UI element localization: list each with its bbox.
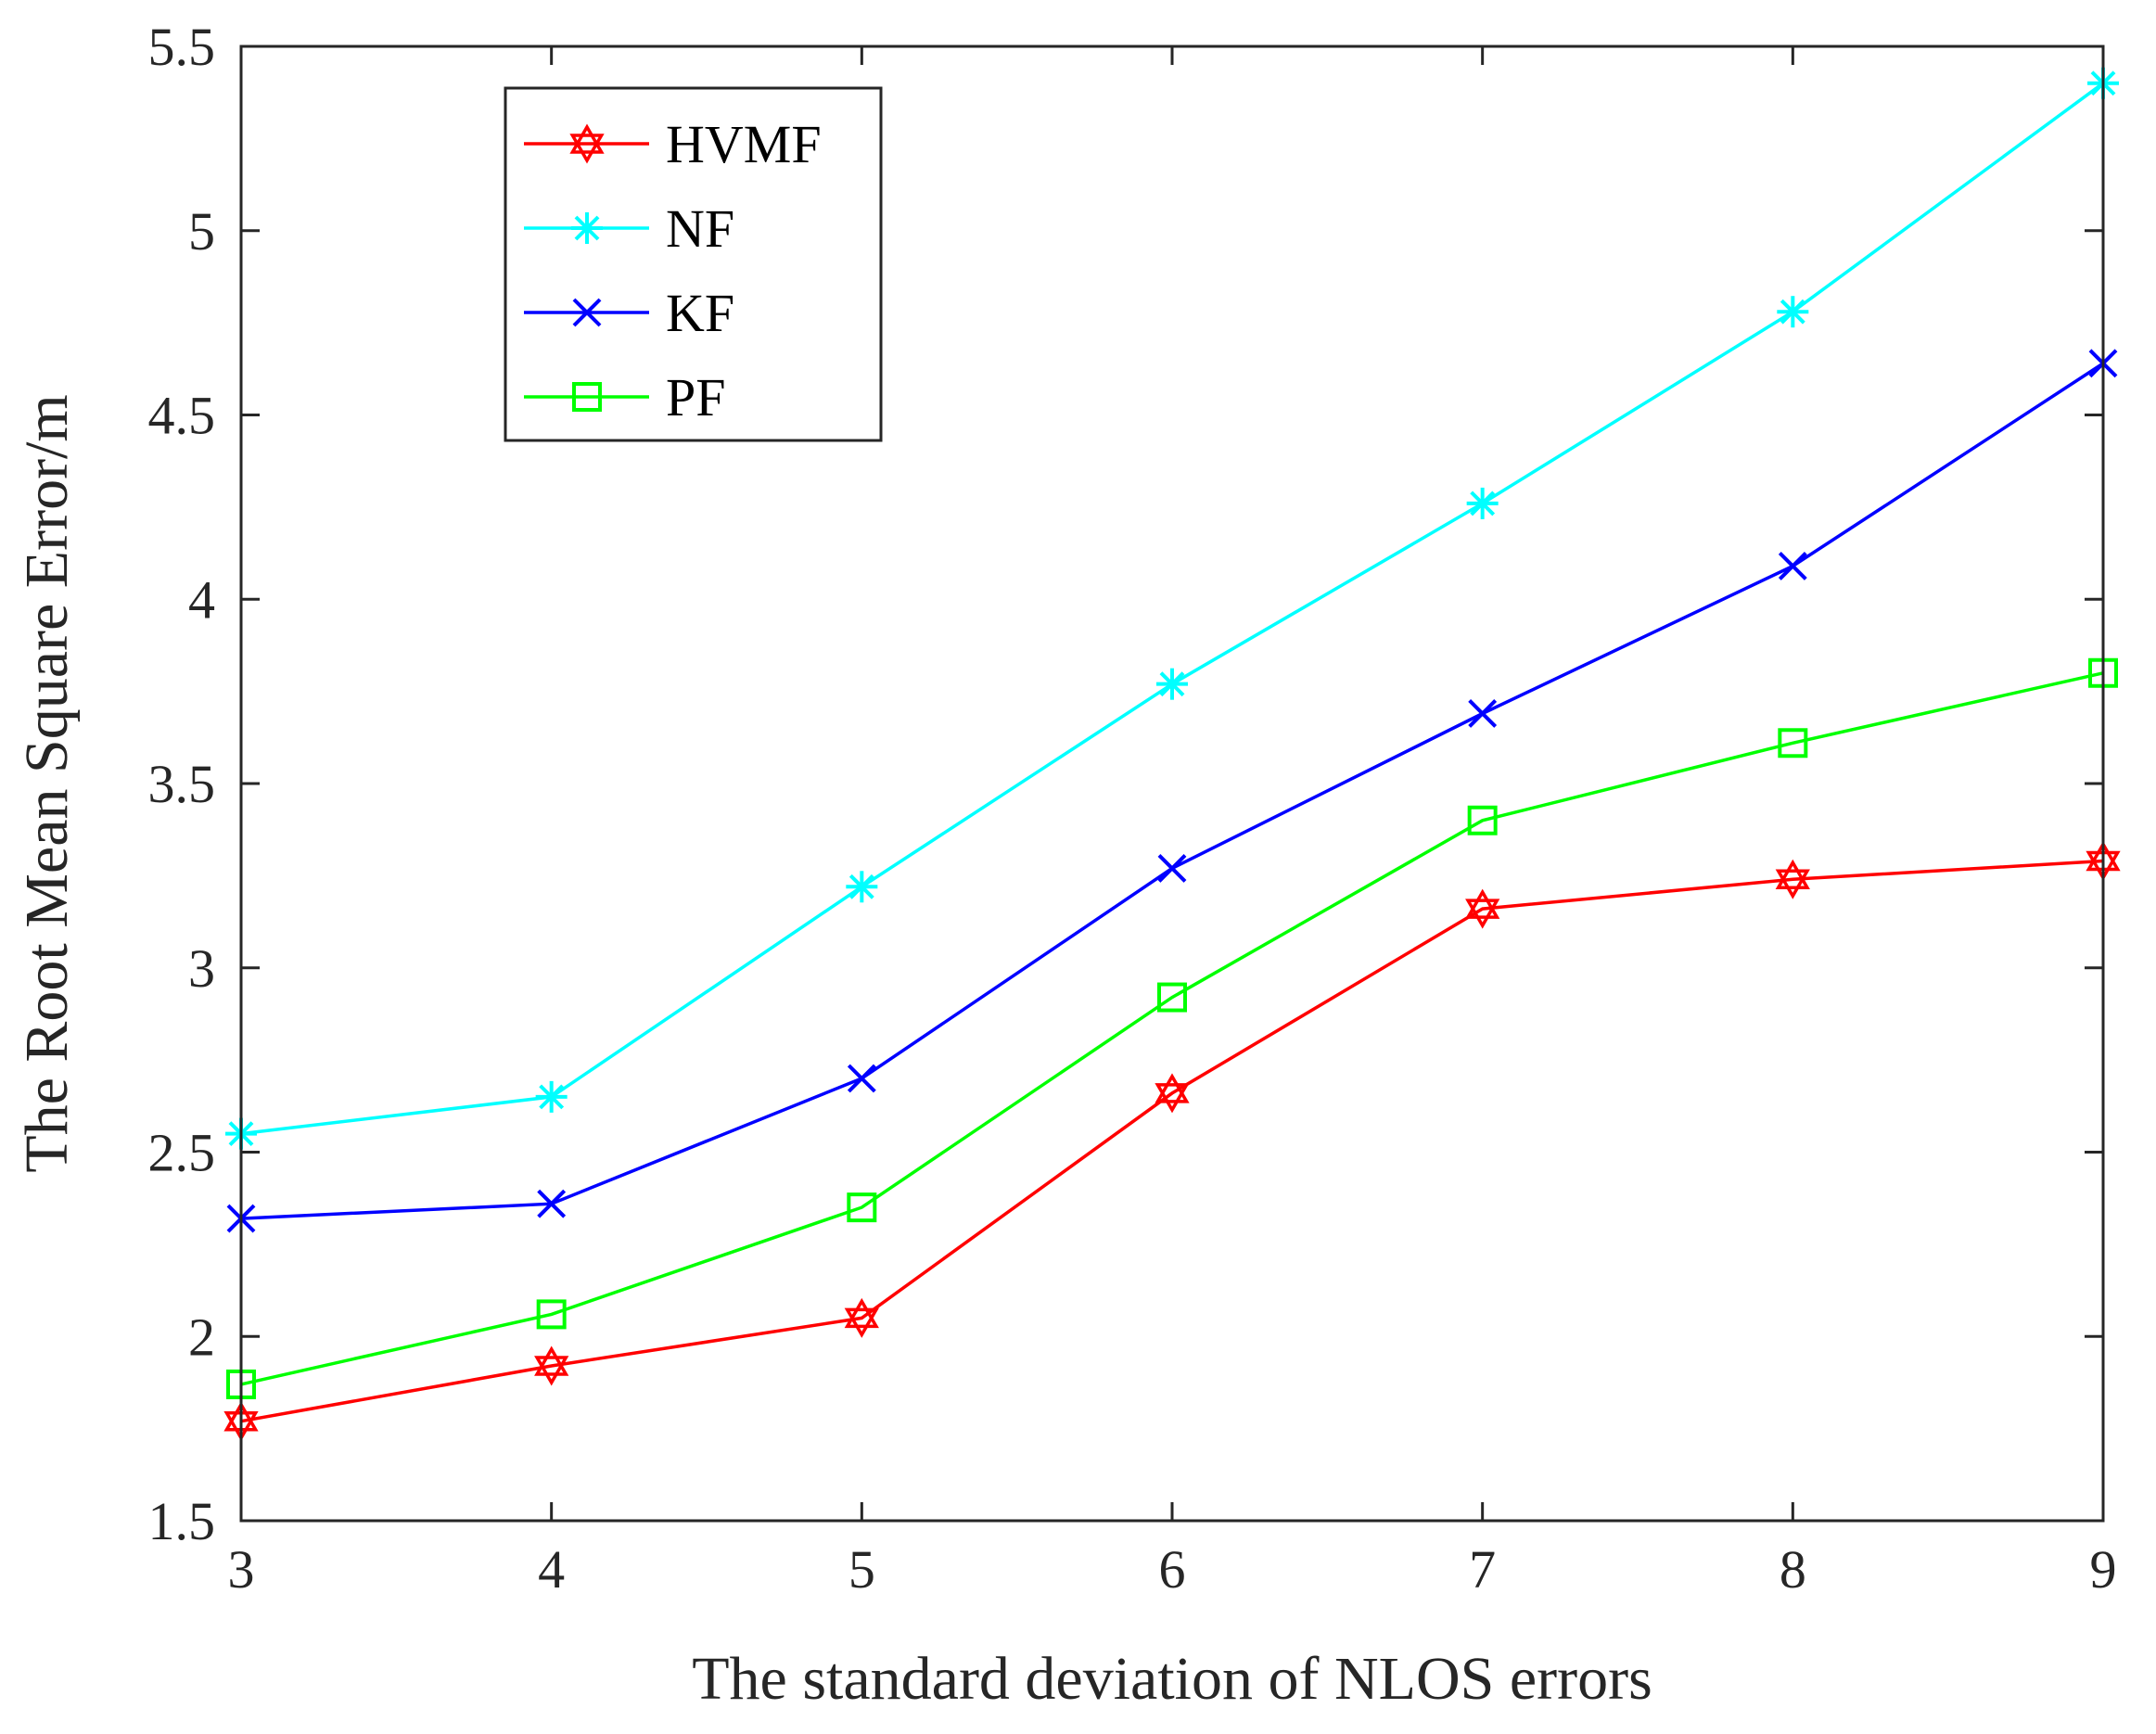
x-tick-label: 3 [228, 1539, 255, 1600]
legend-entry-kf: KF [524, 283, 734, 343]
legend-box [504, 86, 883, 442]
legend-marker-nf [571, 212, 603, 244]
data-point-nf [1466, 487, 1499, 519]
x-tick-label: 7 [1469, 1539, 1496, 1600]
legend-label-nf: NF [666, 198, 734, 259]
data-point-nf [535, 1080, 568, 1113]
data-point-hvmf [844, 1297, 879, 1338]
data-point-kf [537, 1189, 567, 1218]
y-axis-label: The Root Mean Square Error/m [13, 394, 81, 1172]
legend-label-pf: PF [666, 367, 726, 427]
series-pf [226, 657, 2118, 1399]
data-point-hvmf [1775, 859, 1810, 899]
legend-label-hvmf: HVMF [666, 114, 822, 174]
legend-entry-nf: NF [524, 198, 734, 259]
data-point-kf [1157, 854, 1187, 883]
data-point-kf [1468, 699, 1498, 728]
data-point-kf [847, 1064, 876, 1093]
legend: HVMF NF KF PF [504, 86, 883, 442]
y-tick-label: 2 [188, 1307, 215, 1367]
data-point-nf [1156, 668, 1188, 700]
data-point-hvmf [1155, 1073, 1190, 1114]
y-tick-label: 1.5 [148, 1491, 216, 1551]
data-point-pf [1157, 982, 1187, 1013]
series-line-pf [240, 671, 2104, 1386]
legend-label-kf: KF [666, 283, 734, 343]
x-axis-label: The standard deviation of NLOS errors [692, 1645, 1652, 1713]
x-tick-label: 5 [848, 1539, 875, 1600]
data-point-nf [846, 871, 878, 903]
data-point-kf [1778, 552, 1807, 580]
plot-frame [239, 45, 2105, 1523]
legend-entry-pf: PF [524, 367, 726, 427]
tick-labels: 3 4 5 6 7 8 9 1.5 2 2.5 3 3.5 4 4.5 5 5.5 [148, 17, 2117, 1600]
legend-marker-pf [572, 382, 602, 412]
data-point-hvmf [534, 1345, 569, 1386]
legend-entries: HVMF NF KF PF [524, 114, 822, 427]
y-tick-label: 4.5 [148, 386, 216, 446]
series-kf [226, 349, 2118, 1233]
x-tick-label: 8 [1780, 1539, 1806, 1600]
data-point-pf [847, 1192, 877, 1223]
legend-marker-kf [572, 298, 602, 327]
y-tick-label: 5 [188, 201, 215, 261]
x-tick-label: 9 [2090, 1539, 2117, 1600]
data-point-pf [1467, 805, 1498, 835]
y-tick-label: 2.5 [148, 1123, 216, 1183]
y-tick-label: 5.5 [148, 17, 216, 77]
x-tick-label: 6 [1159, 1539, 1186, 1600]
data-point-hvmf [1465, 888, 1500, 929]
legend-marker-hvmf [569, 123, 605, 164]
legend-entry-hvmf: HVMF [524, 114, 822, 174]
data-point-pf [1778, 728, 1808, 759]
series-line-hvmf [240, 859, 2104, 1423]
y-tick-label: 4 [188, 569, 215, 630]
data-point-pf [536, 1299, 567, 1330]
data-point-nf [1777, 296, 1809, 328]
x-tick-label: 4 [538, 1539, 565, 1600]
y-tick-label: 3.5 [148, 754, 216, 814]
y-tick-label: 3 [188, 938, 215, 999]
